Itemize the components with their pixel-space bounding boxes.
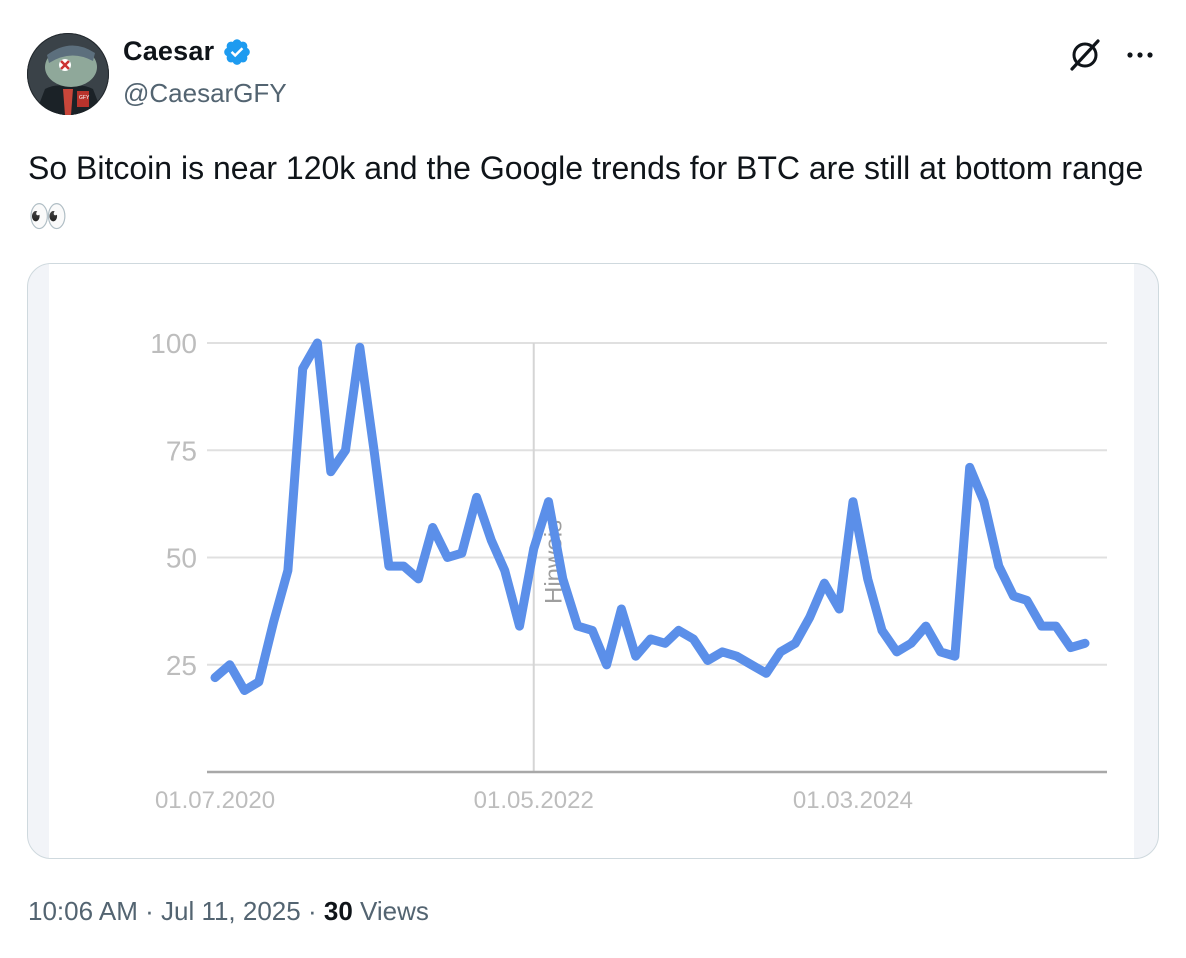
- author-name[interactable]: Caesar: [123, 36, 252, 67]
- author-handle[interactable]: @CaesarGFY: [123, 78, 287, 108]
- series-line: [210, 338, 1090, 695]
- separator-dot: ·: [145, 896, 161, 926]
- y-tick-label: 50: [166, 543, 197, 574]
- tweet-date[interactable]: Jul 11, 2025: [160, 896, 301, 926]
- grok-icon[interactable]: [1068, 38, 1102, 72]
- trend-chart: 100 75 50 25 Hinweis 01.07.2020 01.05.2022 01.0…: [49, 264, 1134, 858]
- x-tick-label: 01.03.2024: [793, 787, 913, 814]
- verified-badge-icon[interactable]: [222, 37, 252, 67]
- x-tick-label: 01.07.2020: [155, 787, 275, 814]
- avatar[interactable]: GFY: [27, 33, 109, 115]
- views-count: 30: [323, 896, 353, 926]
- media-card[interactable]: 100 75 50 25 Hinweis 01.07.2020 01.05.2022 01.0…: [27, 263, 1159, 859]
- tweet-text: So Bitcoin is near 120k and the Google t…: [28, 150, 1144, 234]
- tweet-footer: 10:06 AM · Jul 11, 2025 · 30 Views: [28, 896, 429, 927]
- display-name-text[interactable]: Caesar: [123, 36, 215, 66]
- svg-text:GFY: GFY: [79, 95, 90, 101]
- more-icon[interactable]: [1120, 38, 1160, 72]
- views-label: Views: [360, 896, 429, 926]
- y-tick-label: 75: [166, 435, 197, 466]
- dinosaur-avatar-icon: GFY: [27, 33, 109, 115]
- y-tick-label: 100: [150, 328, 197, 359]
- separator-dot: ·: [307, 896, 324, 926]
- x-tick-label: 01.05.2022: [474, 787, 594, 814]
- y-tick-label: 25: [166, 650, 197, 681]
- tweet-time[interactable]: 10:06 AM: [28, 896, 138, 926]
